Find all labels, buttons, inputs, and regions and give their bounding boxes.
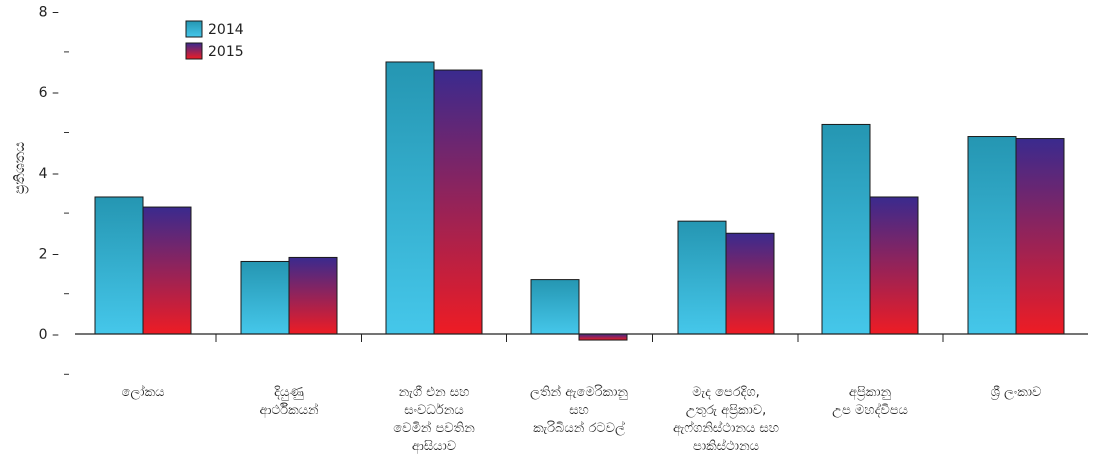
bar-2015-2 xyxy=(433,69,483,335)
bar-2014-6 xyxy=(967,136,1017,335)
category-label: දියුණු ආර්ථිකයන් xyxy=(259,385,319,418)
y-axis: 0 – 2 – 4 – 6 – 8 – xyxy=(39,5,69,375)
category-label: නැගී එන සහ සංවර්ධනය වෙමින් පවතින ආසියාව xyxy=(393,385,475,454)
bar-2014-3 xyxy=(530,279,580,335)
bar-2015-0 xyxy=(142,206,192,335)
bar-2015-6 xyxy=(1015,138,1065,335)
legend: 2014 2015 xyxy=(185,20,244,60)
bar-2014-4 xyxy=(677,220,727,335)
y-tick-label: 0 – xyxy=(39,327,59,343)
bar-2015-4 xyxy=(725,232,775,335)
legend-swatch-2015 xyxy=(185,42,203,60)
y-tick-label: 4 – xyxy=(39,166,59,182)
y-tick-label: 6 – xyxy=(39,85,59,101)
bar-2015-1 xyxy=(288,256,338,335)
bar-2014-1 xyxy=(240,260,290,335)
category-label: අප්‍රිකානු උප මහද්වීපය xyxy=(832,385,908,418)
category-label: ලෝකය xyxy=(122,384,165,400)
bars-group xyxy=(94,61,1065,341)
y-tick-label: 2 – xyxy=(39,246,59,262)
bar-2014-5 xyxy=(821,123,871,335)
y-tick-label: 8 – xyxy=(39,5,59,21)
x-axis xyxy=(75,333,1088,342)
category-label: ශ්‍රී ලංකාව xyxy=(991,385,1042,400)
bar-2015-3 xyxy=(578,333,628,341)
legend-swatch-2014 xyxy=(185,20,203,38)
bar-2015-5 xyxy=(869,196,919,335)
y-axis-title: ප්‍රතිශතය xyxy=(12,142,29,194)
category-label: මැද පෙරදිග, උතුරු අප්‍රිකාව, ඇෆ්ගනිස්ථානය … xyxy=(673,385,779,454)
legend-label-2015: 2015 xyxy=(208,44,244,60)
category-label: ලතින් ඇමෙරිකානු සහ කැරිබියන් රටවල් xyxy=(530,384,628,436)
legend-label-2014: 2014 xyxy=(208,22,244,38)
bar-2014-2 xyxy=(385,61,435,335)
category-labels: ලෝකය දියුණු ආර්ථිකයන් නැගී එන සහ සංවර්ධනය වෙම… xyxy=(122,384,1042,454)
bar-2014-0 xyxy=(94,196,144,335)
